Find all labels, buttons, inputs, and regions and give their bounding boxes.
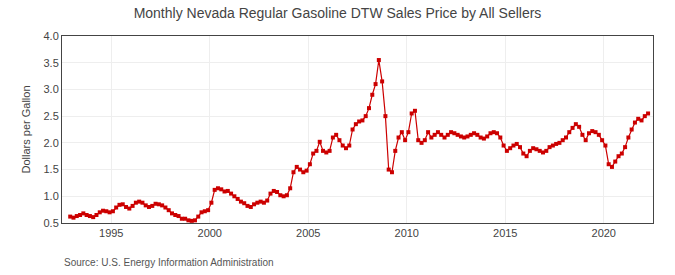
svg-text:2.0: 2.0 bbox=[44, 137, 59, 149]
svg-text:2020: 2020 bbox=[592, 227, 616, 239]
svg-text:4.0: 4.0 bbox=[44, 30, 59, 42]
svg-text:1.5: 1.5 bbox=[44, 163, 59, 175]
svg-text:2005: 2005 bbox=[296, 227, 320, 239]
svg-text:Source: U.S. Energy Informatio: Source: U.S. Energy Information Administ… bbox=[64, 257, 274, 268]
svg-text:1.0: 1.0 bbox=[44, 190, 59, 202]
svg-text:Dollars per Gallon: Dollars per Gallon bbox=[20, 85, 32, 173]
svg-text:Monthly Nevada Regular Gasolin: Monthly Nevada Regular Gasoline DTW Sale… bbox=[134, 5, 542, 21]
svg-text:2000: 2000 bbox=[198, 227, 222, 239]
svg-text:0.5: 0.5 bbox=[44, 217, 59, 229]
svg-text:2010: 2010 bbox=[395, 227, 419, 239]
svg-text:2015: 2015 bbox=[493, 227, 517, 239]
svg-text:1995: 1995 bbox=[99, 227, 123, 239]
svg-text:3.0: 3.0 bbox=[44, 83, 59, 95]
svg-text:2.5: 2.5 bbox=[44, 110, 59, 122]
svg-text:3.5: 3.5 bbox=[44, 57, 59, 69]
